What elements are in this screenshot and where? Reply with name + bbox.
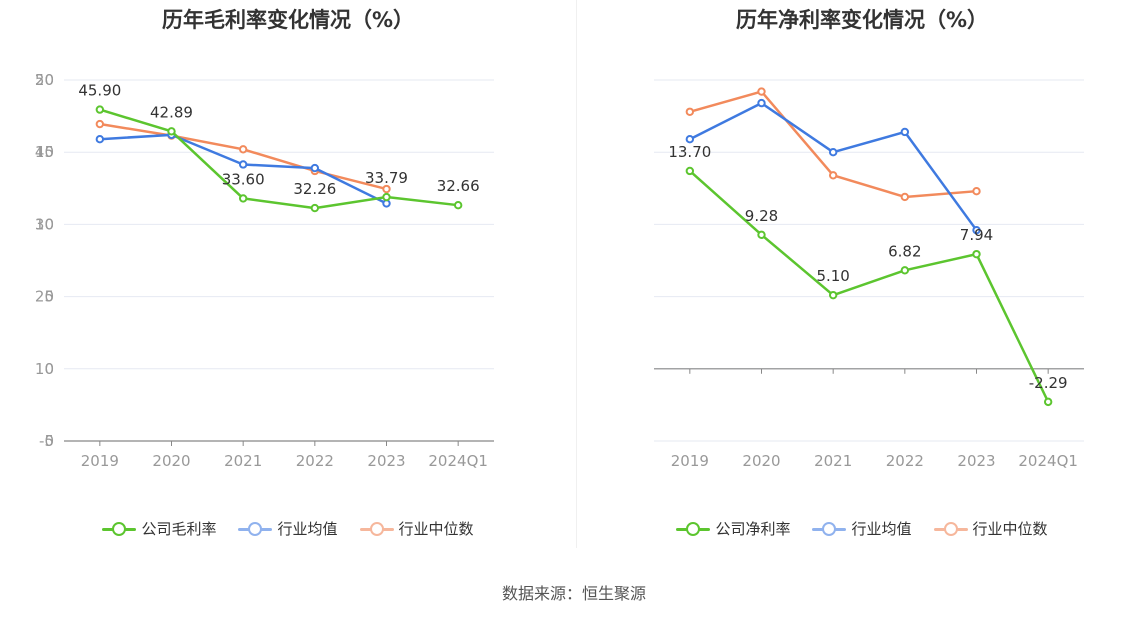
data-point-industry-median [685, 107, 695, 116]
y-tick-label: 30 [35, 215, 54, 233]
data-label: 13.70 [668, 143, 711, 161]
y-tick-label: 20 [35, 288, 54, 306]
legend: 公司净利率 行业均值 行业中位数 [576, 518, 1148, 539]
data-point-industry-avg [900, 127, 910, 137]
data-label: 5.10 [816, 267, 849, 285]
data-point-company [900, 266, 910, 275]
legend-line-icon [359, 521, 394, 536]
data-label: 33.60 [222, 170, 265, 188]
data-point-company [828, 290, 838, 300]
series-line-industry-avg [689, 101, 978, 231]
y-tick-label: 5 [44, 288, 54, 306]
data-point-company [972, 249, 981, 259]
x-tick-label: 2022 [886, 452, 924, 470]
y-tick-label: 50 [35, 71, 54, 89]
x-tick-label: 2021 [224, 452, 262, 470]
data-label: 42.89 [150, 103, 193, 121]
data-point-industry-median [382, 184, 391, 194]
data-point-industry-avg [828, 148, 838, 157]
chart-title: 历年净利率变化情况（%） [735, 8, 989, 32]
data-label: -2.29 [1029, 374, 1068, 392]
legend-label: 行业均值 [851, 520, 912, 538]
x-tick-label: 2021 [814, 452, 852, 470]
x-tick-label: 2023 [367, 452, 405, 470]
net-margin-chart: 历年净利率变化情况（%） -5 0 5 10 15 20 2019 2020 2021 2022 2… [35, 0, 1148, 560]
data-label: 32.26 [293, 180, 336, 198]
data-point-industry-avg [238, 160, 248, 169]
chart-title: 历年毛利率变化情况（%） [161, 8, 415, 32]
y-tick-label: 10 [35, 360, 54, 378]
data-point-company [382, 192, 391, 202]
y-tick-label: 15 [35, 143, 54, 161]
data-point-industry-median [828, 171, 838, 180]
data-point-company [1043, 397, 1053, 407]
data-point-industry-avg [95, 135, 105, 144]
data-label: 7.94 [960, 226, 993, 244]
legend-item-company[interactable]: 公司毛利率 [102, 518, 216, 539]
legend-item-company[interactable]: 公司净利率 [676, 518, 790, 539]
data-label: 9.28 [745, 207, 778, 225]
data-point-industry-avg [757, 98, 766, 108]
x-tick-label: 2022 [296, 452, 334, 470]
legend-item-avg[interactable]: 行业均值 [238, 518, 338, 539]
data-point-industry-avg [310, 163, 320, 173]
legend-line-icon [238, 521, 273, 536]
data-label: 32.66 [437, 177, 480, 195]
data-point-industry-median [900, 192, 910, 202]
x-tick-label: 2024Q1 [1018, 452, 1078, 470]
data-point-industry-median [972, 186, 981, 196]
legend-label: 公司净利率 [715, 520, 791, 538]
y-tick-label: -5 [39, 432, 54, 450]
y-tick-label: 10 [35, 215, 54, 233]
data-point-company [167, 127, 176, 136]
x-tick-label: 2019 [81, 452, 119, 470]
data-source-note: 数据来源：恒生聚源 [501, 584, 646, 603]
data-label: 6.82 [888, 242, 921, 260]
y-tick-label: 20 [35, 71, 54, 89]
series-line-company [99, 108, 459, 210]
data-point-industry-avg [972, 225, 981, 235]
data-point-industry-median [238, 145, 248, 154]
x-tick-label: 2024Q1 [428, 452, 488, 470]
series-line-company [689, 170, 1050, 403]
data-point-industry-avg [685, 135, 695, 144]
legend-label: 行业中位数 [972, 520, 1048, 538]
legend-item-median[interactable]: 行业中位数 [933, 518, 1048, 539]
x-tick-label: 2023 [957, 452, 995, 470]
panel-divider [576, 0, 577, 548]
legend: 公司毛利率 行业均值 行业中位数 [0, 518, 576, 539]
x-tick-label: 2020 [742, 452, 780, 470]
legend-line-icon [102, 521, 137, 536]
data-label: 45.90 [78, 82, 121, 100]
data-point-company [310, 203, 320, 213]
data-point-industry-median [757, 87, 766, 96]
data-label: 33.79 [365, 169, 408, 187]
data-point-company [238, 194, 248, 203]
data-point-company [757, 230, 766, 239]
legend-line-icon [812, 521, 847, 536]
gross-margin-chart: 历年毛利率变化情况（%） 0 10 20 30 40 50 2019 2020 2021 2022… [0, 0, 576, 560]
y-tick-label: 40 [35, 143, 54, 161]
legend-item-median[interactable]: 行业中位数 [359, 518, 474, 539]
legend-label: 行业中位数 [398, 520, 474, 538]
data-point-company [685, 166, 695, 176]
legend-label: 行业均值 [277, 520, 338, 538]
series-line-industry-median [689, 90, 977, 199]
data-point-company [453, 200, 463, 210]
legend-line-icon [676, 521, 711, 536]
y-tick-label: 0 [44, 360, 54, 378]
x-tick-label: 2020 [152, 452, 190, 470]
y-tick-label: 0 [44, 432, 54, 450]
legend-item-avg[interactable]: 行业均值 [812, 518, 912, 539]
legend-line-icon [933, 521, 968, 536]
data-point-company [95, 105, 105, 114]
legend-label: 公司毛利率 [141, 520, 217, 538]
data-point-industry-median [95, 119, 105, 129]
x-tick-label: 2019 [671, 452, 709, 470]
